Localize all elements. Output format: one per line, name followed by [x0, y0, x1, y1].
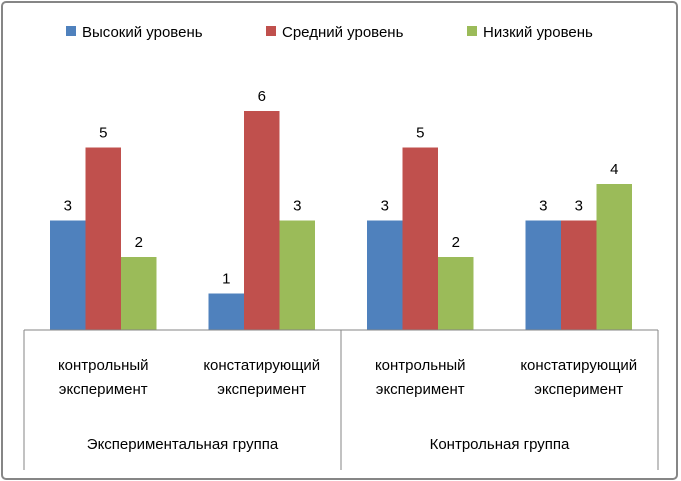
data-label-1-3: 3: [575, 198, 583, 215]
bar-0-3: [525, 220, 561, 330]
bar-2-3: [596, 184, 632, 330]
legend-label-0: Высокий уровень: [82, 24, 203, 41]
legend-label-1: Средний уровень: [282, 24, 404, 41]
category-label-1-line1: констатирующий: [203, 357, 320, 374]
category-label-1-line2: эксперимент: [217, 381, 306, 398]
x-axis: Экспериментальная группа Контрольная груп…: [23, 329, 659, 470]
legend-label-2: Низкий уровень: [483, 24, 593, 41]
data-label-2-2: 2: [452, 234, 460, 251]
data-label-2-0: 2: [135, 234, 143, 251]
category-label-3-line1: констатирующий: [520, 357, 637, 374]
legend: Высокий уровень Средний уровень Низкий уро…: [66, 24, 593, 41]
data-label-0-3: 3: [539, 198, 547, 215]
bar-1-0: [85, 147, 121, 330]
data-label-0-1: 1: [222, 271, 230, 288]
legend-swatch-0: [66, 26, 76, 36]
bar-1-2: [402, 147, 438, 330]
bar-2-2: [438, 257, 474, 330]
bar-2-0: [121, 257, 157, 330]
data-label-1-0: 5: [99, 125, 107, 142]
bar-0-2: [367, 220, 403, 330]
bar-1-3: [561, 220, 597, 330]
category-label-2-line1: контрольный: [375, 357, 466, 374]
data-label-1-2: 5: [416, 125, 424, 142]
data-label-0-2: 3: [381, 198, 389, 215]
bar-1-1: [244, 111, 280, 330]
bar-0-1: [208, 293, 244, 330]
category-label-3-line2: эксперимент: [534, 381, 623, 398]
bar-0-0: [50, 220, 86, 330]
category-label-2-line2: эксперимент: [376, 381, 465, 398]
bar-2-1: [279, 220, 315, 330]
bars: 3 5 2 контрольный эксперимент 1 6 3 констатирующ…: [50, 88, 637, 398]
category-label-0-line1: контрольный: [58, 357, 149, 374]
group-label-1: Контрольная группа: [430, 436, 570, 453]
group-label-0: Экспериментальная группа: [87, 436, 279, 453]
legend-swatch-1: [266, 26, 276, 36]
data-label-2-3: 4: [610, 161, 618, 178]
data-label-2-1: 3: [293, 198, 301, 215]
data-label-1-1: 6: [258, 88, 266, 105]
data-label-0-0: 3: [64, 198, 72, 215]
category-label-0-line2: эксперимент: [59, 381, 148, 398]
legend-swatch-2: [467, 26, 477, 36]
